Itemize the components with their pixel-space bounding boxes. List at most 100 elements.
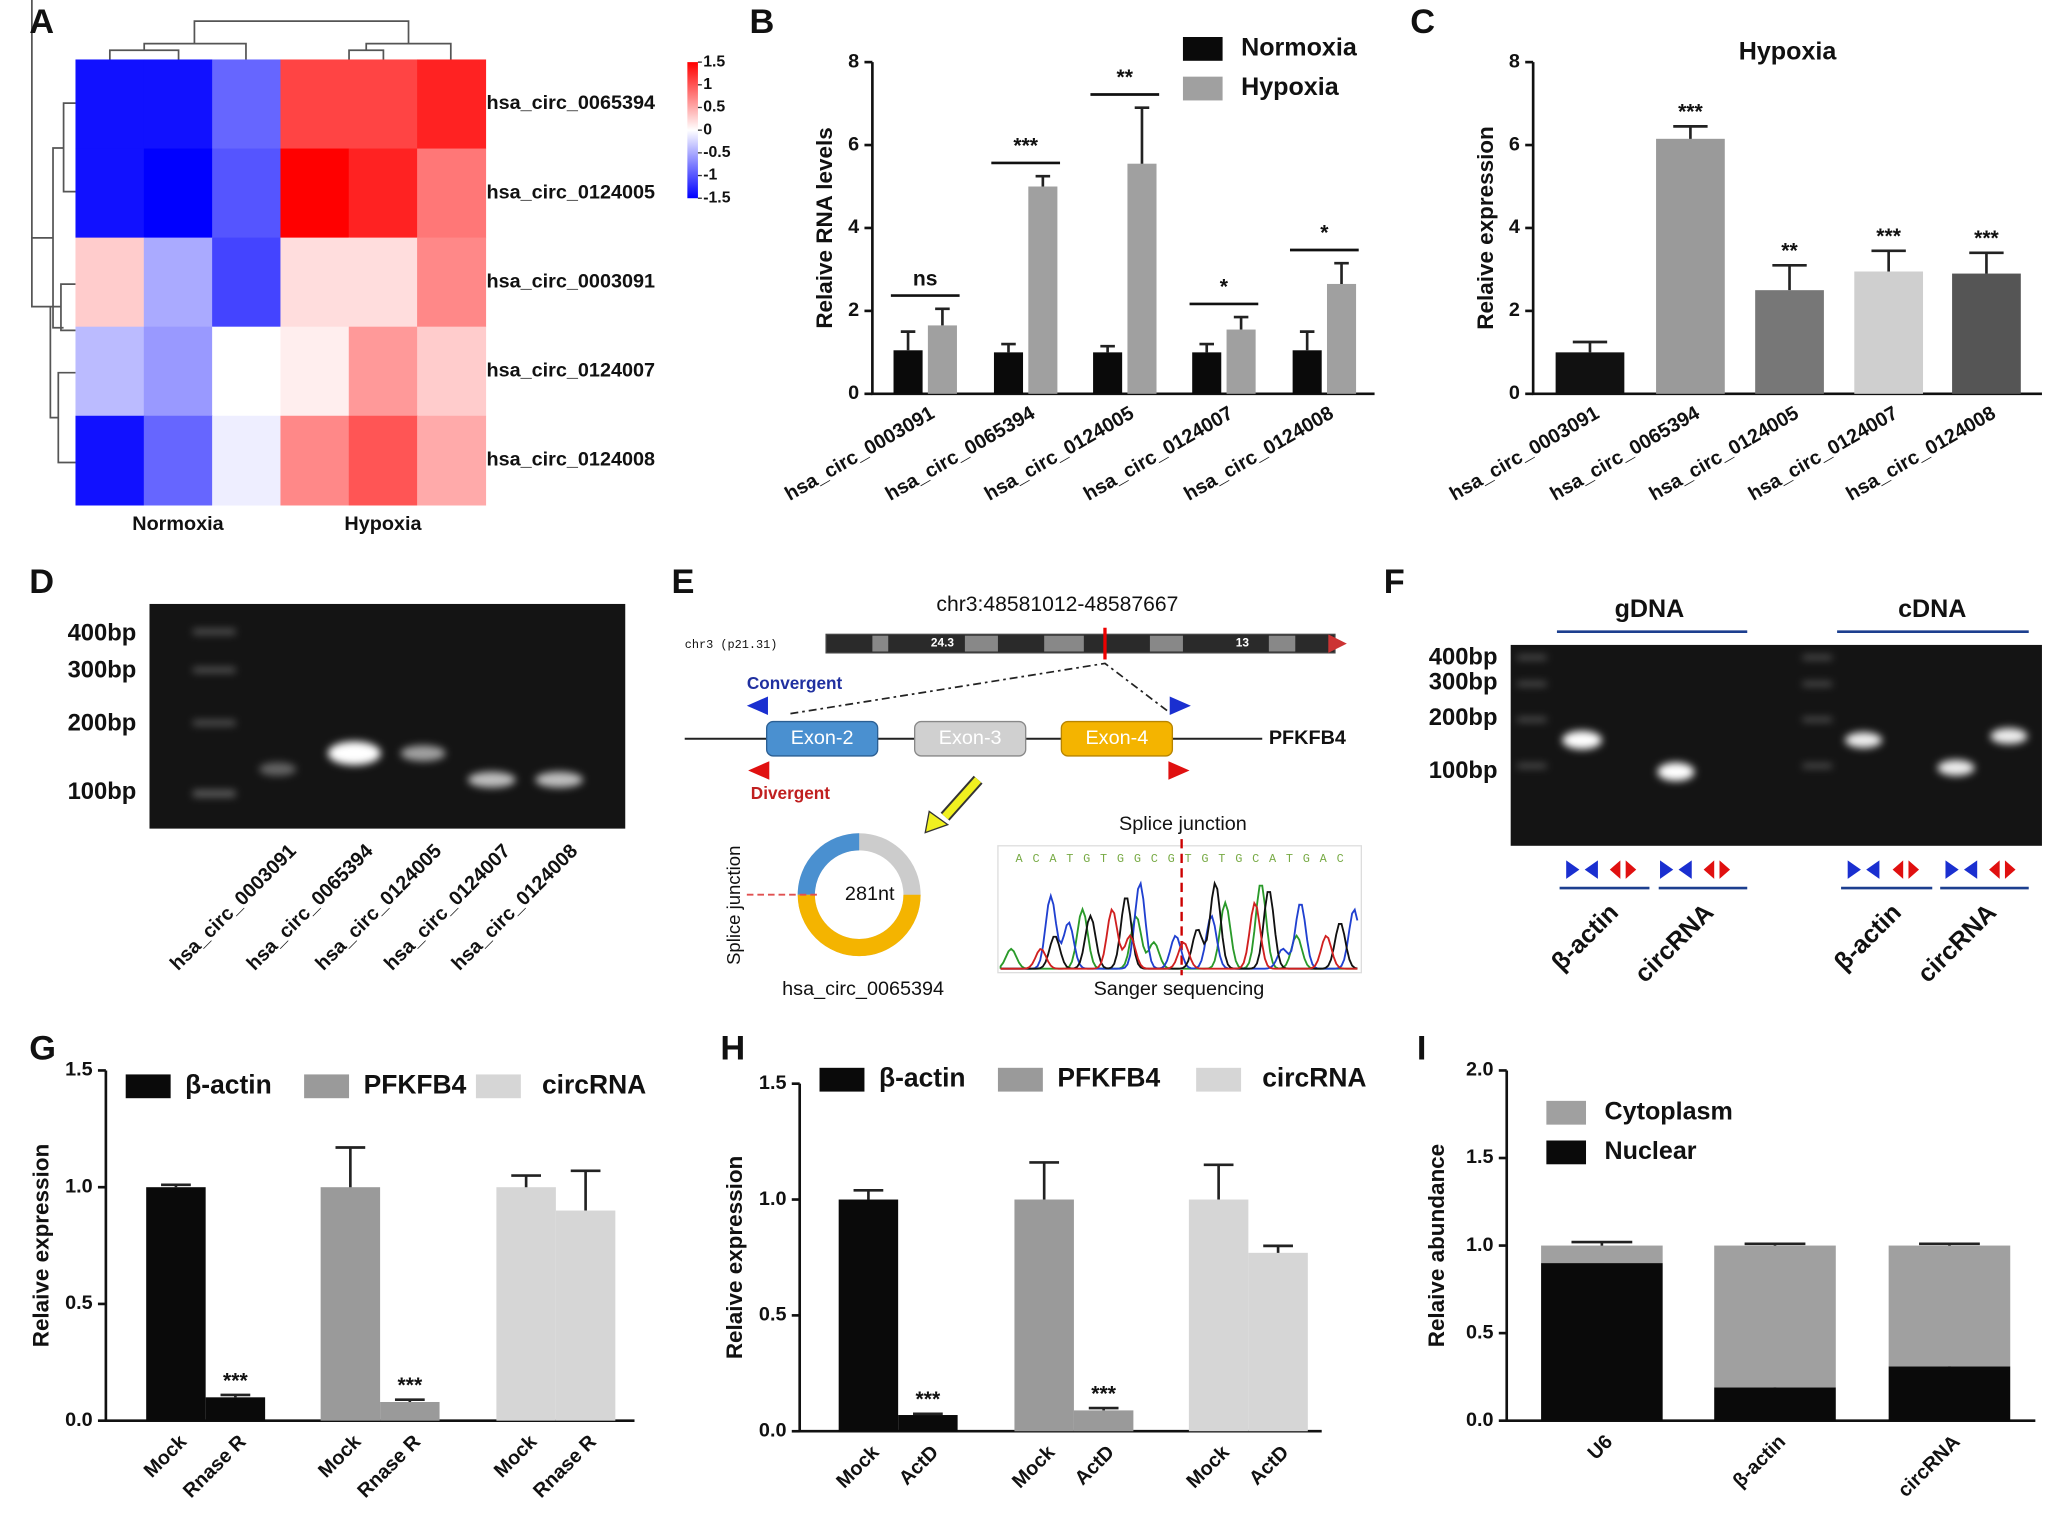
error-bar [913,1412,943,1416]
heatmap-cell [212,148,282,239]
bar [1093,352,1123,394]
bar [893,350,923,394]
bar [927,325,957,394]
legend-swatch [304,1074,350,1099]
chromosome: chr3 (p21.31) [685,638,778,652]
panel-letter: D [29,563,54,601]
heatmap-cell [212,415,282,506]
ladder-label: 400bp [1429,643,1498,670]
x-tick-label: Rnase R [353,1431,425,1503]
significance: ** [1781,240,1798,263]
heatmap-cell [348,148,418,239]
panel-letter: E [672,563,695,601]
group-label: gDNA [1615,595,1685,623]
significance: ns [913,267,938,290]
y-tick-label: 1.0 [65,1175,93,1197]
y-tick-label: 0.0 [1466,1409,1494,1431]
bar [320,1187,381,1421]
heatmap-cell [280,415,350,506]
y-tick-label: 2.0 [1466,1059,1494,1081]
lane-label: β-actin [1546,898,1624,976]
significance: * [1320,222,1329,245]
heatmap-cell [75,415,145,506]
heatmap-cell [348,237,418,328]
heatmap-cell [348,415,418,506]
y-tick-label: 2 [848,299,859,321]
x-tick-label: Rnase R [179,1431,251,1503]
bar [1014,1199,1074,1432]
y-tick-label: 4 [1509,216,1520,238]
error-bar [935,307,950,326]
row-label: hsa_circ_0124007 [486,359,655,381]
ladder-label: 200bp [1429,704,1498,731]
trace [1000,900,1358,970]
heatmap-cell [75,237,145,328]
heatmap-cell [280,148,350,239]
colorbar-label: 0.5 [703,99,725,116]
bar [1326,283,1357,394]
legend-label: β-actin [879,1063,966,1093]
group-label: cDNA [1898,595,1966,623]
gene-label: PFKFB4 [1269,727,1346,749]
primer-label: Convergent [747,673,843,693]
error-bar [511,1174,541,1188]
panel-letter: B [749,3,774,41]
ladder-label: 300bp [68,657,137,684]
significance: *** [1678,101,1703,124]
error-bar [1203,1163,1234,1200]
error-bar [1871,249,1906,272]
y-tick-label: 0.5 [65,1292,93,1314]
x-tick-label: Mock [140,1430,192,1482]
heatmap-cell [417,415,487,506]
bar [1755,290,1824,394]
legend-label: circRNA [542,1069,646,1099]
significance: ** [1117,66,1134,89]
heatmap-cell [75,59,145,150]
y-axis-title: Relaive RNA levels [812,127,837,328]
bar-segment [1541,1245,1663,1264]
significance: *** [223,1369,248,1392]
heatmap-cell [143,326,213,417]
region: chr3:48581012-48587667 [936,593,1178,616]
primer-label: Divergent [751,783,830,803]
x-tick-label: ActD [1245,1441,1293,1489]
bar [1248,1252,1308,1432]
bar [838,1199,899,1432]
legend-swatch [819,1067,865,1092]
junction-label: Splice junction [723,846,744,965]
legend-swatch [1182,76,1223,101]
legend-swatch [1182,37,1223,61]
y-tick-label: 4 [848,216,859,238]
gel [1510,630,2042,890]
y-tick-label: 6 [848,133,859,155]
exon-label: Exon-4 [1085,727,1148,749]
legend-swatch [1196,1067,1242,1092]
bar-segment [1714,1245,1836,1388]
heatmap-cell [212,237,282,328]
bar [993,352,1024,394]
lane-label: hsa_circ_0124008 [448,840,583,975]
band: 24.3 [931,636,955,650]
y-tick-label: 1.5 [65,1059,93,1081]
heatmap-cell [417,237,487,328]
heatmap-cell [348,326,418,417]
y-axis-title: Relaive expression [722,1156,747,1359]
error-bar [1572,340,1608,353]
panel-letter: C [1410,3,1435,41]
error-bar [1263,1244,1293,1253]
ladder-label: 100bp [1429,757,1498,784]
y-axis-title: Relaive expression [1473,126,1498,329]
panel-letter: G [29,1030,56,1068]
row-label: hsa_circ_0124005 [486,181,655,203]
y-tick-label: 0.0 [759,1419,787,1441]
y-tick-label: 0 [848,382,859,404]
legend-label: PFKFB4 [1057,1063,1160,1093]
error-bar [1334,261,1349,284]
significance: *** [1013,135,1038,158]
bar-segment [1541,1263,1663,1421]
bar [1073,1410,1134,1432]
legend-swatch [125,1074,171,1099]
bar [380,1401,440,1421]
bar [555,1210,616,1421]
